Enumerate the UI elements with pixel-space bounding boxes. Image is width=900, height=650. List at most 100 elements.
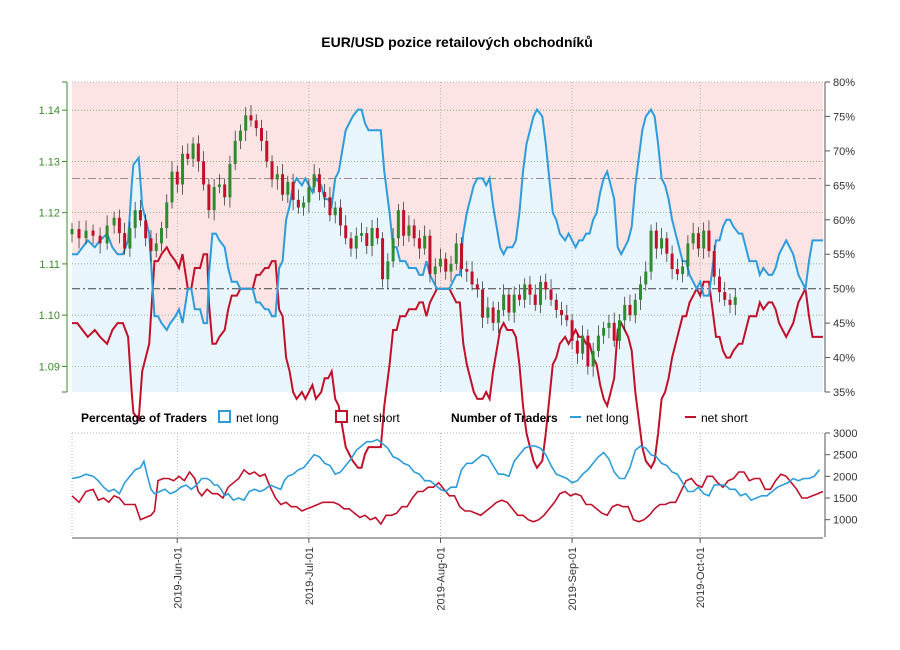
candle-body xyxy=(128,228,132,249)
candle-body xyxy=(428,235,432,275)
candle-body xyxy=(105,225,109,244)
count-tick-label: 2500 xyxy=(833,450,857,462)
candle-body xyxy=(670,253,674,270)
candle-body xyxy=(712,251,716,277)
candle-body xyxy=(412,225,416,239)
candle-body xyxy=(538,281,542,305)
candle-body xyxy=(77,229,81,239)
candle-body xyxy=(117,217,121,234)
candle-body xyxy=(602,327,606,336)
candle-body xyxy=(617,320,621,341)
percent-tick-label: 35% xyxy=(833,387,855,399)
candle-body xyxy=(554,299,558,311)
candle-body xyxy=(181,153,185,185)
candle-body xyxy=(449,263,453,272)
candle-body xyxy=(470,271,474,285)
candle-body xyxy=(570,320,574,341)
candle-body xyxy=(423,235,427,249)
percent-tick-label: 65% xyxy=(833,180,855,192)
candle-body xyxy=(207,184,211,211)
percent-tick-label: 70% xyxy=(833,146,855,158)
candle-body xyxy=(223,184,227,198)
candle-body xyxy=(360,233,364,236)
candle-body xyxy=(523,284,527,300)
candle-body xyxy=(444,258,448,272)
candle-body xyxy=(170,171,174,203)
candle-body xyxy=(454,243,458,264)
chart-title: EUR/USD pozice retailových obchodníků xyxy=(321,34,593,50)
candle-body xyxy=(391,238,395,262)
count-tick-label: 2000 xyxy=(833,471,857,483)
net-short-pct-line xyxy=(72,245,823,470)
percent-tick-label: 80% xyxy=(833,77,855,89)
percent-tick-label: 40% xyxy=(833,353,855,365)
date-tick-label: 2019-Oct-01 xyxy=(695,547,707,608)
date-tick-label: 2019-Jul-01 xyxy=(304,547,316,605)
price-tick-label: 1.10 xyxy=(39,310,60,322)
candle-body xyxy=(496,310,500,323)
candle-body xyxy=(628,304,632,316)
candle-body xyxy=(333,207,337,216)
candle-body xyxy=(186,153,190,159)
candle-body xyxy=(312,174,316,188)
candle-body xyxy=(159,228,163,244)
candle-body xyxy=(596,335,600,352)
candle-body xyxy=(649,230,653,272)
candle-body xyxy=(607,322,611,328)
candle-body xyxy=(660,238,664,249)
candle-body xyxy=(544,281,548,290)
candle-body xyxy=(691,233,695,244)
candle-body xyxy=(375,228,379,239)
legend-pct-long-label: net long xyxy=(236,411,279,425)
candle-body xyxy=(560,310,564,316)
candle-body xyxy=(612,322,616,341)
candle-body xyxy=(338,207,342,226)
candle-body xyxy=(133,210,137,229)
candle-body xyxy=(302,202,306,208)
candle-body xyxy=(644,271,648,285)
candle-body xyxy=(228,163,232,198)
net-long-count-line xyxy=(71,438,821,502)
legend-num-short-label: net short xyxy=(701,411,748,425)
date-tick-label: 2019-Sep-01 xyxy=(567,547,579,611)
candle-body xyxy=(144,220,148,239)
candle-body xyxy=(370,228,374,246)
candle-body xyxy=(249,115,253,121)
candle-body xyxy=(502,294,506,311)
candle-body xyxy=(465,269,469,272)
trader-count-panel: 1000 1500 2000 2500 3000 xyxy=(71,428,857,537)
candle-body xyxy=(323,192,327,198)
candle-body xyxy=(533,294,537,305)
candle-body xyxy=(291,181,295,200)
legend-num-long-label: net long xyxy=(586,411,629,425)
percent-tick-label: 50% xyxy=(833,284,855,296)
candle-body xyxy=(70,229,74,235)
candle-body xyxy=(728,299,732,305)
price-tick-label: 1.13 xyxy=(39,156,60,168)
candle-body xyxy=(91,230,95,236)
candle-body xyxy=(138,210,142,221)
candle-body xyxy=(586,335,590,367)
candle-body xyxy=(244,115,248,131)
candle-body xyxy=(402,210,406,236)
candle-body xyxy=(681,266,685,275)
candle-body xyxy=(386,261,390,280)
candle-body xyxy=(396,210,400,239)
candle-body xyxy=(84,230,88,239)
candle-body xyxy=(154,243,158,252)
candle-body xyxy=(433,266,437,275)
candle-body xyxy=(581,335,585,354)
candle-body xyxy=(623,304,627,321)
candle-body xyxy=(175,171,179,185)
candle-body xyxy=(475,284,479,290)
legend-pct-long-swatch xyxy=(218,410,231,423)
candle-body xyxy=(407,225,411,236)
legend-pct-title: Percentage of Traders xyxy=(81,411,207,425)
candle-body xyxy=(575,340,579,354)
candle-body xyxy=(654,230,658,249)
positioning-panel: 1.09 1.10 1.11 1.12 1.13 1.14 35% 40% 45% 50% 55% 6… xyxy=(39,77,855,470)
price-tick-label: 1.09 xyxy=(39,361,60,373)
percent-tick-label: 75% xyxy=(833,111,855,123)
candle-body xyxy=(696,233,700,249)
